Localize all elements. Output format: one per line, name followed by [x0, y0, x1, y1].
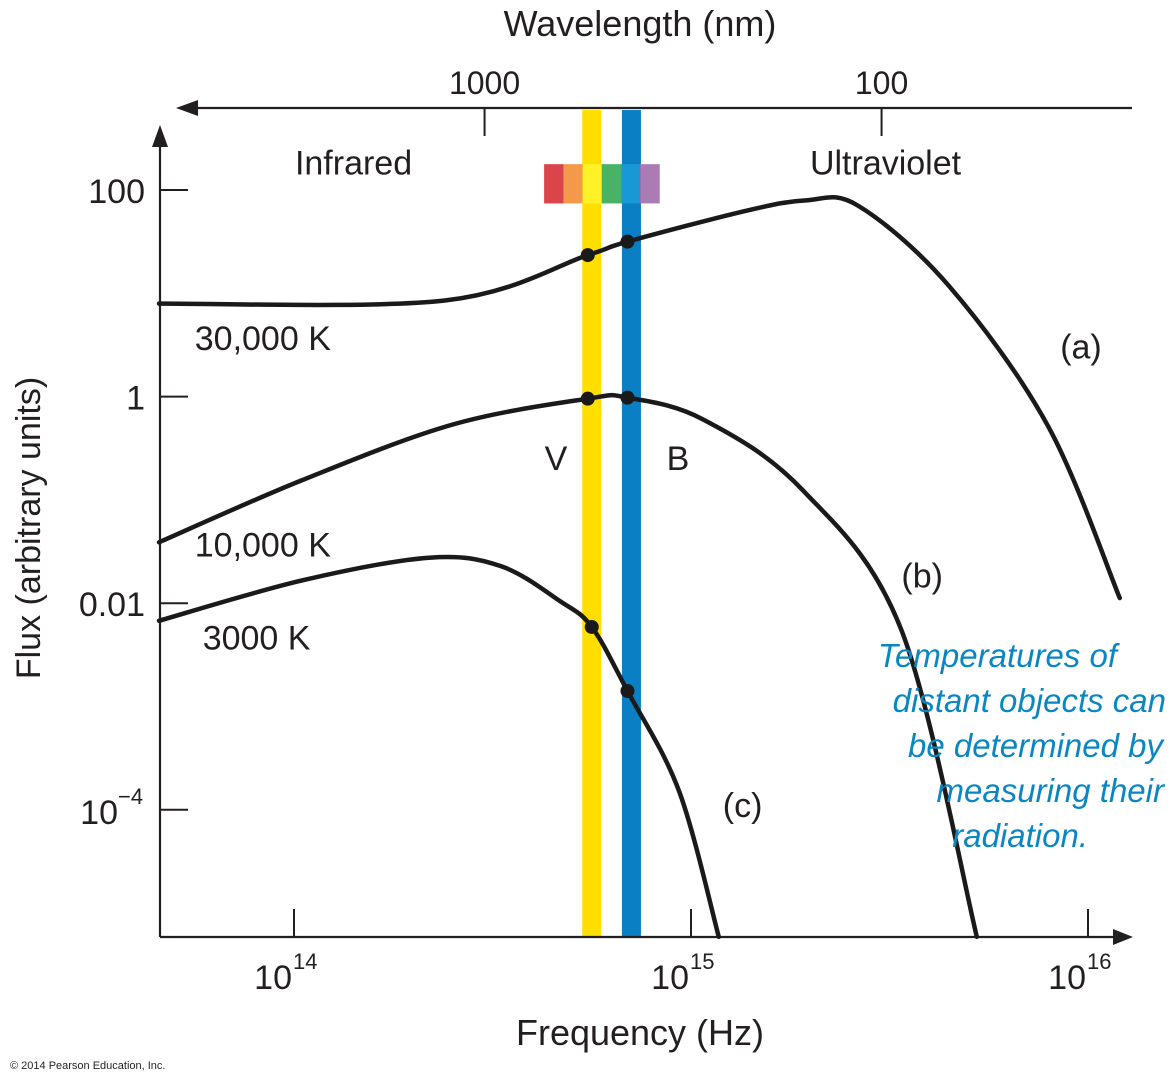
- band-intersection-point: [620, 684, 635, 699]
- y-tick-label: 10: [80, 794, 118, 832]
- y-axis-arrow-icon: [152, 125, 168, 147]
- top-axis-tick-label: 1000: [449, 65, 520, 101]
- y-tick-exponent: −4: [118, 784, 143, 809]
- annotation-line: measuring their: [937, 772, 1166, 809]
- band-label-v: V: [545, 440, 568, 478]
- curve-b: [156, 392, 980, 940]
- annotation-line: distant objects can: [893, 682, 1166, 719]
- region-label: Infrared: [295, 145, 412, 183]
- y-tick-label: 1: [126, 380, 145, 418]
- filter-bands: [582, 110, 641, 937]
- y-tick-label: 100: [88, 173, 145, 211]
- annotation-line: be determined by: [908, 727, 1165, 764]
- curve-tag-label: (c): [723, 787, 763, 825]
- curve-tag-label: (a): [1060, 328, 1102, 366]
- band-intersection-point: [580, 391, 595, 406]
- labels: 30,000 K 10,000 K 3000 K (a) (b) (c) Infrared U…: [195, 145, 1166, 854]
- x-axis-title: Frequency (Hz): [516, 1012, 764, 1053]
- filter-band-b: [621, 110, 641, 937]
- curves: [156, 194, 1123, 940]
- curve-c: [156, 554, 722, 940]
- annotation-line: Temperatures of: [878, 637, 1121, 674]
- region-label: Ultraviolet: [810, 145, 962, 183]
- top-axis-tick-label: 100: [855, 65, 908, 101]
- spectrum-swatch: [582, 164, 603, 204]
- band-intersection-point: [580, 248, 595, 263]
- y-axis-title: Flux (arbitrary units): [10, 377, 48, 679]
- series-label: 10,000 K: [195, 527, 331, 565]
- band-intersection-point: [620, 390, 635, 405]
- spectrum-swatch: [601, 164, 622, 204]
- annotation-line: radiation.: [952, 817, 1088, 854]
- spectrum-swatch: [563, 164, 583, 204]
- spectrum-swatch: [544, 164, 564, 204]
- band-intersection-point: [620, 234, 635, 249]
- series-label: 30,000 K: [195, 320, 331, 358]
- x-tick-exponent: 14: [293, 949, 317, 974]
- x-tick-exponent: 15: [690, 949, 714, 974]
- curve-tag-label: (b): [901, 558, 943, 596]
- x-axis-arrow-icon: [1113, 929, 1133, 945]
- spectrum-swatch: [620, 164, 641, 204]
- visible-spectrum-strip: [544, 164, 660, 204]
- x-tick-exponent: 16: [1087, 949, 1111, 974]
- copyright-notice: © 2014 Pearson Education, Inc.: [10, 1060, 166, 1072]
- filter-band-v: [582, 110, 602, 937]
- band-label-b: B: [667, 440, 690, 478]
- band-intersection-point: [584, 619, 599, 634]
- x-tick-label: 10: [1048, 959, 1086, 997]
- x-tick-label: 10: [254, 959, 292, 997]
- x-tick-label: 10: [651, 959, 689, 997]
- top-axis-title: Wavelength (nm): [504, 3, 777, 44]
- top-axis-arrow-icon: [176, 100, 198, 116]
- y-tick-label: 0.01: [79, 586, 145, 624]
- series-label: 3000 K: [203, 620, 311, 658]
- spectrum-swatch: [640, 164, 660, 204]
- curve-a: [156, 194, 1123, 601]
